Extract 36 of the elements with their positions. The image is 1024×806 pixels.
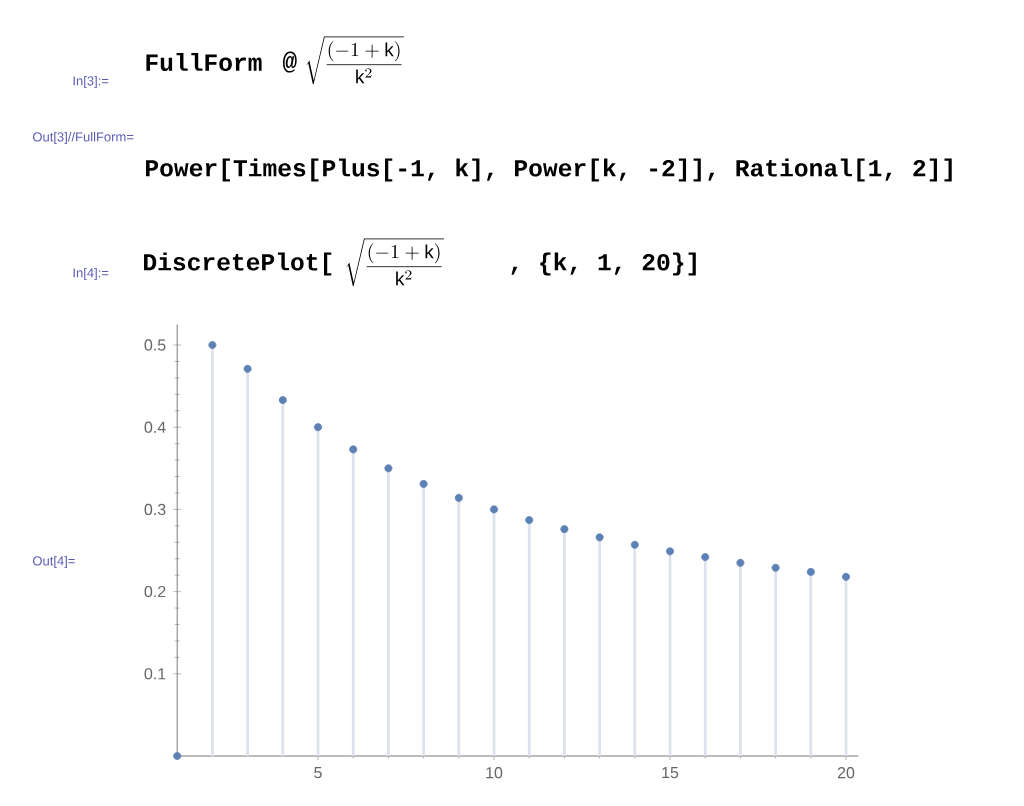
point bbox=[349, 445, 358, 454]
text: @ bbox=[282, 51, 297, 73]
x-tick-label: 5 bbox=[314, 767, 322, 779]
point bbox=[419, 479, 428, 488]
text: DiscretePlot[ bbox=[144, 252, 332, 276]
point bbox=[560, 525, 569, 534]
y-tick-label: 0.2 bbox=[144, 585, 166, 598]
text: , {k, 1, 20}] bbox=[511, 252, 696, 276]
x-tick-label: 15 bbox=[662, 767, 679, 779]
point bbox=[595, 533, 604, 542]
text: $\sqrt{\frac{(-1+\mathrm{k})}{\mathrm{k}^{2}}}$ bbox=[346, 238, 444, 287]
x-tick-label: 10 bbox=[486, 767, 503, 779]
point bbox=[630, 540, 639, 549]
point bbox=[490, 505, 499, 514]
point bbox=[454, 493, 463, 502]
point bbox=[666, 547, 675, 556]
point bbox=[842, 572, 851, 581]
point bbox=[278, 396, 287, 405]
y-tick-label: 0.3 bbox=[144, 503, 166, 516]
point bbox=[806, 567, 815, 576]
y-tick-label: 0.1 bbox=[144, 668, 166, 680]
y-tick-label: 0.5 bbox=[144, 339, 166, 351]
point bbox=[173, 752, 182, 761]
x-tick-label: 20 bbox=[837, 767, 855, 779]
point bbox=[701, 553, 710, 562]
point bbox=[384, 464, 393, 473]
text: $\sqrt{\frac{(-1+\mathrm{k})}{\mathrm{k}^{2}}}$ bbox=[306, 36, 404, 85]
text: FullForm bbox=[146, 52, 262, 72]
point bbox=[208, 341, 217, 350]
text: Power[Times[Plus[-1, k], Power[k, -2]], Rational[1, 2]] bbox=[146, 158, 952, 182]
point bbox=[243, 364, 252, 373]
point bbox=[314, 423, 322, 432]
y-tick-label: 0.4 bbox=[144, 421, 166, 433]
point bbox=[736, 558, 745, 567]
point bbox=[771, 563, 780, 572]
point bbox=[525, 516, 534, 525]
